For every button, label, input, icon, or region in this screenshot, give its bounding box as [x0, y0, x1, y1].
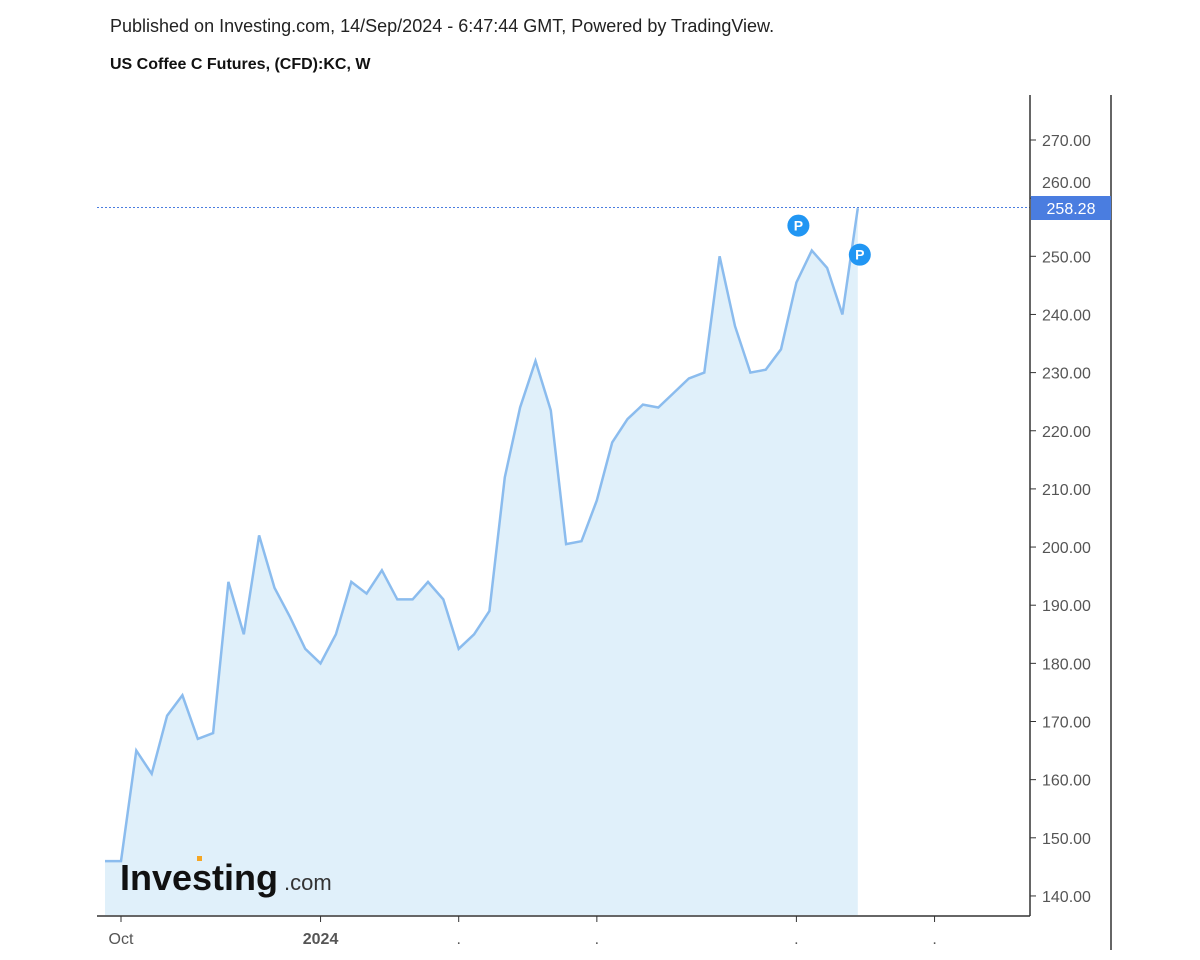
y-tick-label: 160.00 — [1042, 773, 1091, 790]
y-tick-label: 140.00 — [1042, 889, 1091, 906]
x-tick-label: Oct — [109, 931, 134, 948]
logo-suffix: .com — [284, 870, 332, 895]
y-tick-label: 230.00 — [1042, 366, 1091, 383]
y-tick-label: 270.00 — [1042, 133, 1091, 150]
y-tick-label: 250.00 — [1042, 249, 1091, 266]
published-caption: Published on Investing.com, 14/Sep/2024 … — [110, 16, 775, 36]
x-tick-label: . — [456, 931, 460, 948]
p-marker — [787, 214, 810, 237]
y-tick-label: 150.00 — [1042, 831, 1091, 848]
y-tick-label: 220.00 — [1042, 424, 1091, 441]
x-tick-label: . — [932, 931, 936, 948]
investing-logo: Investing .com — [120, 856, 332, 898]
y-tick-label: 190.00 — [1042, 598, 1091, 615]
y-tick-label: 260.00 — [1042, 175, 1091, 192]
price-line — [105, 208, 860, 863]
x-tick-label: . — [595, 931, 599, 948]
last-price-text: 258.28 — [1047, 201, 1096, 218]
logo-text: Investing — [120, 857, 278, 898]
x-tick-label: 2024 — [303, 931, 339, 948]
y-tick-label: 210.00 — [1042, 482, 1091, 499]
y-tick-label: 240.00 — [1042, 307, 1091, 324]
x-tick-label: . — [794, 931, 798, 948]
chart-title: US Coffee C Futures, (CFD):KC, W — [110, 56, 371, 73]
p-marker-label: P — [855, 247, 864, 263]
p-marker-label: P — [794, 218, 803, 234]
area-fill — [105, 208, 858, 915]
y-tick-label: 170.00 — [1042, 715, 1091, 732]
y-tick-label: 180.00 — [1042, 656, 1091, 673]
last-price-label: 258.28 — [1031, 196, 1111, 220]
p-marker — [848, 243, 871, 266]
logo-dot — [197, 856, 202, 861]
y-tick-label: 200.00 — [1042, 540, 1091, 557]
